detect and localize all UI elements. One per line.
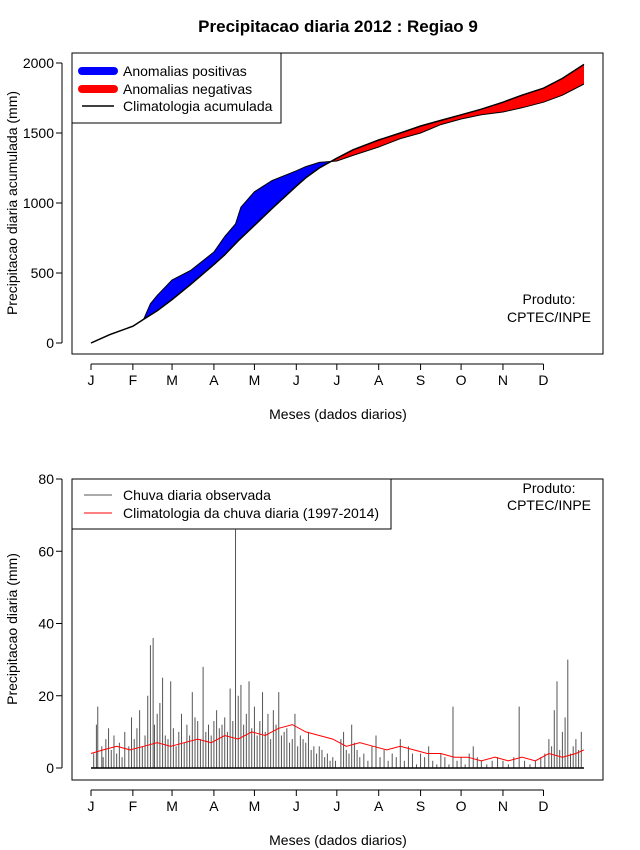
top-x-tick-label: J — [88, 372, 95, 388]
top-x-tick-label: F — [129, 372, 138, 388]
daily-rain-bars — [91, 529, 584, 769]
top-product-label: Produto: — [523, 291, 576, 307]
bottom-x-tick-label: F — [129, 798, 138, 814]
top-plot-frame — [71, 52, 604, 355]
top-x-tick-label: S — [416, 372, 425, 388]
bottom-x-tick-label: J — [333, 798, 340, 814]
climatology-cumulative-line — [90, 63, 585, 344]
bottom-x-tick-label: A — [209, 798, 219, 814]
anomaly-areas — [91, 64, 584, 343]
top-x-tick-label: N — [498, 372, 508, 388]
top-x-tick-label: A — [374, 372, 384, 388]
bottom-x-tick-label: O — [456, 798, 467, 814]
top-x-tick-label: M — [249, 372, 261, 388]
bottom-x-tick-label: A — [374, 798, 384, 814]
top-y-axis: 0 500 1000 1500 2000 — [23, 55, 63, 351]
top-x-tick-label: A — [209, 372, 219, 388]
top-x-tick-label: J — [333, 372, 340, 388]
bottom-legend: Chuva diaria observada Climatologia da c… — [71, 478, 392, 530]
top-legend: Anomalias positivas Anomalias negativas … — [71, 52, 282, 124]
bottom-y-tick-label: 0 — [46, 760, 54, 776]
bottom-x-tick-label: J — [293, 798, 300, 814]
top-x-tick-label: D — [538, 372, 548, 388]
bottom-y-tick-label: 20 — [38, 688, 54, 704]
bottom-x-tick-label: M — [166, 798, 178, 814]
top-product-source: CPTEC/INPE — [507, 309, 591, 325]
positive-anomaly-area — [91, 161, 331, 343]
bottom-x-axis-label: Meses (dados diarios) — [269, 832, 407, 848]
cumulative-lines — [90, 63, 585, 344]
bottom-y-axis: 0 20 40 60 80 — [38, 471, 63, 776]
bottom-x-tick-label: J — [88, 798, 95, 814]
top-x-axis-label: Meses (dados diarios) — [269, 406, 407, 422]
legend-label-climatology: Climatologia acumulada — [123, 98, 273, 114]
bottom-x-tick-label: D — [538, 798, 548, 814]
bottom-product-label: Produto: — [523, 480, 576, 496]
daily-lines — [90, 724, 585, 762]
legend-label-positive: Anomalias positivas — [123, 63, 247, 79]
figure-title: Precipitacao diaria 2012 : Regiao 9 — [198, 17, 478, 36]
legend-label-daily-climatology: Climatologia da chuva diaria (1997-2014) — [123, 505, 379, 521]
bottom-x-tick-label: N — [498, 798, 508, 814]
top-x-tick-label: M — [166, 372, 178, 388]
top-x-tick-label: J — [293, 372, 300, 388]
top-y-tick-label: 0 — [46, 335, 54, 351]
cumulative-panel: 0 500 1000 1500 2000 J F M A M J J A S O N D Meses (dad… — [4, 52, 604, 422]
top-y-tick-label: 1500 — [23, 125, 54, 141]
legend-label-negative: Anomalias negativas — [123, 81, 252, 97]
bottom-x-tick-label: M — [249, 798, 261, 814]
negative-anomaly-area — [330, 64, 584, 162]
bottom-y-tick-label: 60 — [38, 543, 54, 559]
daily-panel: 0 20 40 60 80 J F M A M J J A S O N D Meses (dados diar… — [4, 471, 604, 848]
bottom-product-source: CPTEC/INPE — [507, 497, 591, 513]
bottom-y-axis-label: Precipitacao diaria (mm) — [4, 553, 20, 705]
bottom-y-tick-label: 40 — [38, 616, 54, 632]
daily-climatology-line — [90, 724, 585, 762]
top-x-tick-label: O — [456, 372, 467, 388]
bottom-legend-box — [71, 478, 392, 530]
bottom-y-tick-label: 80 — [38, 471, 54, 487]
bottom-x-tick-label: S — [416, 798, 425, 814]
top-y-tick-label: 1000 — [23, 195, 54, 211]
legend-label-observed: Chuva diaria observada — [123, 487, 271, 503]
observed-cumulative-line — [90, 83, 585, 344]
top-y-tick-label: 2000 — [23, 55, 54, 71]
top-y-tick-label: 500 — [31, 265, 55, 281]
top-y-axis-label: Precipitacao diaria acumulada (mm) — [4, 91, 20, 315]
